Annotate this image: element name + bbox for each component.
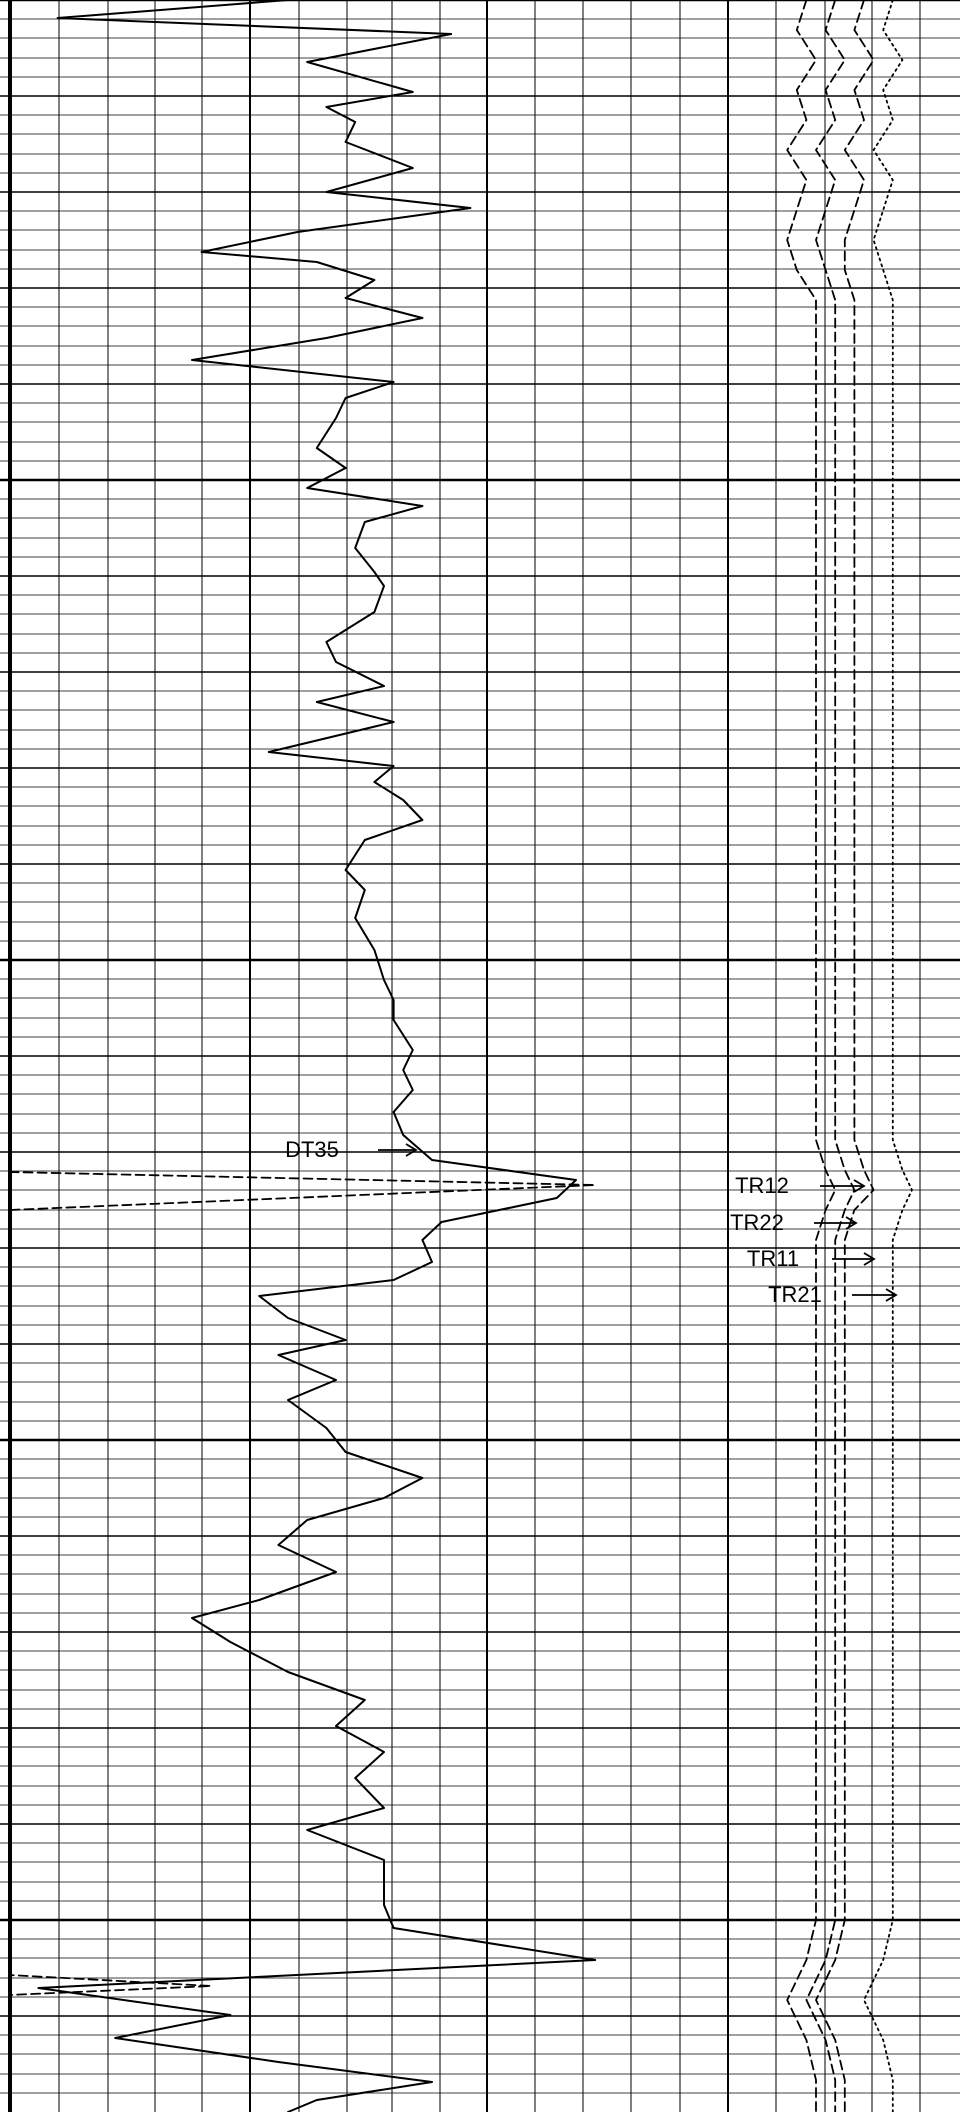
curve-label-tr12: TR12 [735, 1173, 789, 1198]
curve-label-tr21: TR21 [768, 1282, 822, 1307]
curve-tr12 [815, 0, 875, 2112]
curve-labels: DT35 TR12 TR22 TR11 TR21 [285, 1137, 898, 1307]
curve-label-tr11: TR11 [747, 1246, 799, 1271]
curve-label-dt35: DT35 [285, 1137, 339, 1162]
label-arrow-tr11 [832, 1252, 876, 1266]
curve-dt35 [37, 0, 597, 2112]
label-arrow-tr21 [852, 1288, 898, 1302]
curve-tr11 [805, 0, 856, 2112]
label-arrow-tr12 [820, 1179, 866, 1193]
curve-spike [8, 1171, 597, 1996]
curves [8, 0, 913, 2112]
label-arrow-dt35 [378, 1143, 418, 1157]
curve-tr21 [863, 0, 913, 2112]
curve-tr22 [786, 0, 837, 2112]
label-arrow-tr22 [814, 1216, 858, 1230]
curve-label-tr22: TR22 [730, 1210, 784, 1235]
